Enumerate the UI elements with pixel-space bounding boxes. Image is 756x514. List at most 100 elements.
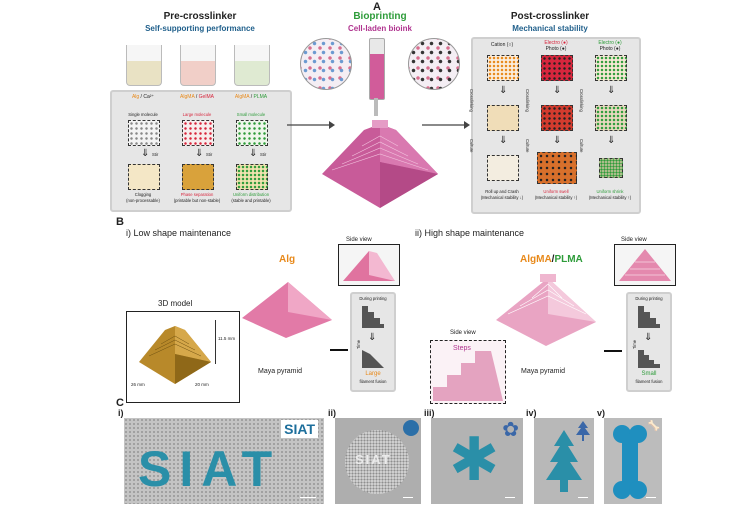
alg-fusion-size: Large	[365, 371, 381, 377]
col2-result-cell	[182, 164, 214, 190]
algma-side-view-label: Side view	[621, 237, 647, 243]
col3-materials: AlgMA / PLMA	[234, 94, 268, 100]
algma-steps-before-icon	[638, 306, 660, 328]
col2-materials: AlgMA / GelMA	[180, 94, 214, 100]
disc-printed-text: SIAT	[355, 452, 392, 467]
col1-stir: Stir	[152, 152, 159, 157]
tree-scale-bar	[578, 496, 588, 498]
bioprinting-title: Bioprinting	[353, 11, 407, 22]
disc-print-photo: SIAT	[335, 418, 421, 504]
post-col2-outcome: Uniform swell	[543, 189, 569, 194]
alg-side-view-label: Side view	[346, 237, 372, 243]
panel-b-label: B	[116, 216, 124, 228]
tree-shape-icon	[546, 430, 582, 492]
bioprinting-subtitle: Cell-laden bioink	[347, 24, 412, 33]
mesh-disc	[345, 430, 409, 494]
col2-arrow-down-icon: ⇓	[195, 148, 204, 159]
post-col1-header: Cation (○)	[490, 42, 514, 48]
panel-c-i-label: i)	[118, 408, 124, 418]
col2-outcome-note: (printable but non-stable)	[173, 198, 221, 203]
algma-side-view-photo	[614, 244, 676, 286]
post-col2-cell-1	[541, 55, 573, 81]
steps-inset-label: Side view	[450, 330, 476, 336]
post-col3-arrow-icon: ⇓	[607, 85, 616, 96]
siat-inset-design: SIAT	[281, 420, 318, 438]
col1-result-cell	[128, 164, 160, 190]
post-crosslinker-title: Post-crosslinker	[510, 11, 590, 22]
post-col2-header: Electro (●)	[544, 40, 568, 46]
algma-during-printing-box: During printing Time ⇓ Small filament fu…	[626, 292, 672, 392]
post-crosslinker-subtitle: Mechanical stability	[512, 24, 588, 33]
beaker-algma-plma	[234, 45, 270, 86]
algma-steps-after-icon	[638, 350, 660, 368]
flower-inset-icon: ✿	[502, 419, 519, 441]
syringe-needle-icon	[374, 98, 378, 116]
zoom-circle-post	[408, 38, 460, 90]
post-col3-cell-1	[595, 55, 627, 81]
col3-arrow-down-icon: ⇓	[249, 148, 258, 159]
arrow-print-to-post-icon	[422, 121, 470, 129]
model-pyramid-icon	[139, 326, 211, 384]
alg-pyramid-photo	[236, 272, 336, 342]
col2-stir: Stir	[206, 152, 213, 157]
post-col3-step2: Culture	[579, 139, 584, 153]
tree-print-photo	[534, 418, 594, 504]
alg-steps-after-icon	[362, 350, 384, 368]
post-col2-header-photo: Photo (●)	[545, 46, 567, 52]
col2-molecule-cell	[182, 120, 214, 146]
steps-inset-photo: Steps	[430, 340, 506, 404]
algma-fusion-label: filament fusion	[635, 379, 663, 384]
flower-shape-icon: ✱	[449, 426, 500, 493]
col2-outcome: Phase separation	[180, 192, 214, 197]
panel-c-iii-label: iii)	[424, 408, 435, 418]
arrow-pre-to-print-icon	[287, 121, 335, 129]
col1-materials: Alg / Ca²⁺	[131, 94, 155, 100]
post-col1-arrow2-icon: ⇓	[499, 135, 508, 146]
model-box: 11.5 mm 26 mm 20 mm	[126, 311, 240, 403]
algma-time-arrow-icon: ⇓	[644, 332, 653, 343]
panel-c-label: C	[116, 397, 124, 409]
flower-scale-bar	[505, 496, 515, 498]
col3-molecule: Small molecule	[236, 112, 266, 117]
panel-c-v-label: v)	[597, 408, 606, 418]
post-col3-header: Electro (●)	[598, 40, 622, 46]
col2-molecule: Large molecule	[182, 112, 212, 117]
col1-outcome: Clogging	[134, 192, 152, 197]
post-col3-cell-2	[595, 105, 627, 131]
bone-shape-icon	[613, 425, 647, 499]
post-col1-cell-3	[487, 155, 519, 181]
flower-print-photo: ✱ ✿	[431, 418, 523, 504]
pre-crosslinker-title: Pre-crosslinker	[163, 11, 237, 22]
alg-material-label: Alg	[279, 254, 296, 265]
col3-molecule-cell	[236, 120, 268, 146]
siat-scale-bar	[300, 496, 316, 498]
alg-fusion-label: filament fusion	[359, 379, 387, 384]
post-col3-header-photo: Photo (●)	[599, 46, 621, 52]
post-col1-cell-2	[487, 105, 519, 131]
col1-molecule-cell	[128, 120, 160, 146]
pre-crosslinker-panel: Alg / Ca²⁺ AlgMA / GelMA AlgMA / PLMA Si…	[110, 90, 292, 212]
post-col1-outcome: Roll up and Crash	[485, 189, 519, 194]
algma-plma-pyramid-photo	[490, 272, 602, 350]
model-title: 3D model	[158, 299, 193, 308]
bone-scale-bar	[646, 496, 656, 498]
printed-pyramid-illustration	[322, 120, 438, 208]
siat-printed-text: SIAT	[138, 441, 281, 497]
model-left-dim: 26 mm	[131, 382, 145, 387]
post-col3-outcome-note: (Mechanical stability ↑)	[588, 195, 632, 200]
post-col1-arrow-icon: ⇓	[499, 85, 508, 96]
post-col3-cell-3	[599, 158, 623, 178]
alg-during-label: During printing	[359, 296, 387, 301]
post-col2-arrow2-icon: ⇓	[553, 135, 562, 146]
bone-inset-icon: 🦴	[647, 421, 660, 432]
model-right-dim: 20 mm	[195, 382, 209, 387]
alg-caption: Maya pyramid	[258, 368, 302, 375]
post-col3-step1: Crosslinking	[579, 89, 584, 112]
post-col1-step1: Crosslinking	[469, 89, 474, 112]
post-col2-outcome-note: (Mechanical stability ↑)	[534, 195, 578, 200]
col1-molecule: Single molecule	[128, 112, 158, 117]
siat-print-photo: SIAT SIAT	[124, 418, 324, 504]
post-col2-step1: Crosslinking	[525, 89, 530, 112]
panel-c-ii-label: ii)	[328, 408, 336, 418]
beaker-alg	[126, 45, 162, 86]
